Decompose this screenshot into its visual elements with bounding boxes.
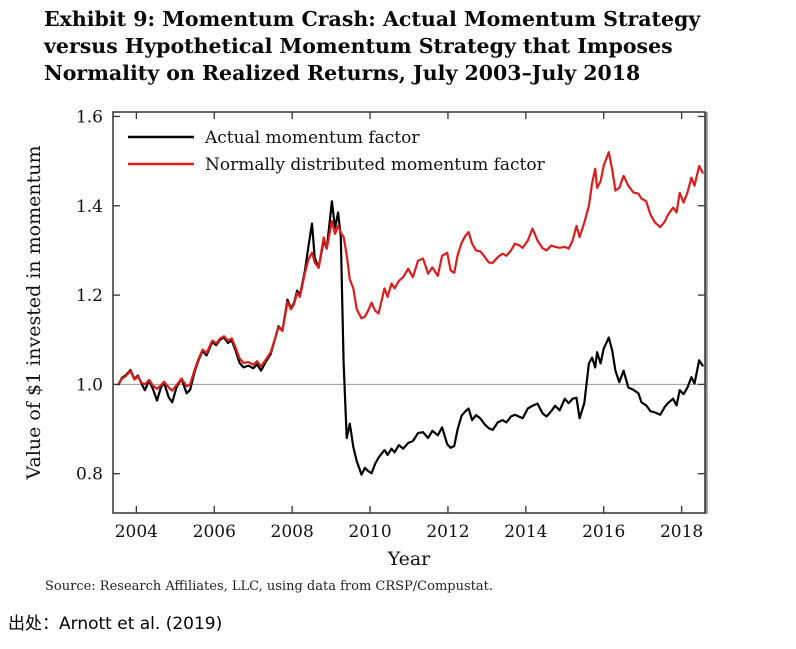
x-tick-label: 2012	[426, 522, 469, 542]
y-tick-label: 1.6	[76, 107, 103, 127]
x-tick-label: 2010	[348, 522, 391, 542]
exhibit-title: Exhibit 9: Momentum Crash: Actual Moment…	[44, 7, 701, 86]
x-tick-label: 2014	[504, 522, 547, 542]
x-tick-label: 2008	[271, 522, 314, 542]
caption-note: 出处：Arnott et al. (2019)	[8, 614, 223, 634]
x-tick-label: 2018	[660, 522, 703, 542]
series-normal-momentum	[117, 151, 704, 392]
legend-label-actual: Actual momentum factor	[204, 128, 420, 148]
y-axis-label: Value of $1 invested in momentum	[23, 146, 45, 481]
y-tick-label: 1.0	[76, 375, 103, 395]
y-tick-label: 1.4	[76, 197, 103, 217]
series-actual-momentum	[117, 200, 704, 476]
y-tick-label: 0.8	[76, 465, 103, 485]
x-axis-label: Year	[387, 548, 431, 570]
x-tick-label: 2006	[193, 522, 236, 542]
y-tick-label: 1.2	[76, 286, 103, 306]
x-tick-label: 2004	[115, 522, 158, 542]
x-tick-label: 2016	[582, 522, 625, 542]
source-note: Source: Research Affiliates, LLC, using …	[45, 579, 493, 594]
plot-frame	[112, 111, 706, 514]
legend-label-normal: Normally distributed momentum factor	[205, 155, 546, 175]
